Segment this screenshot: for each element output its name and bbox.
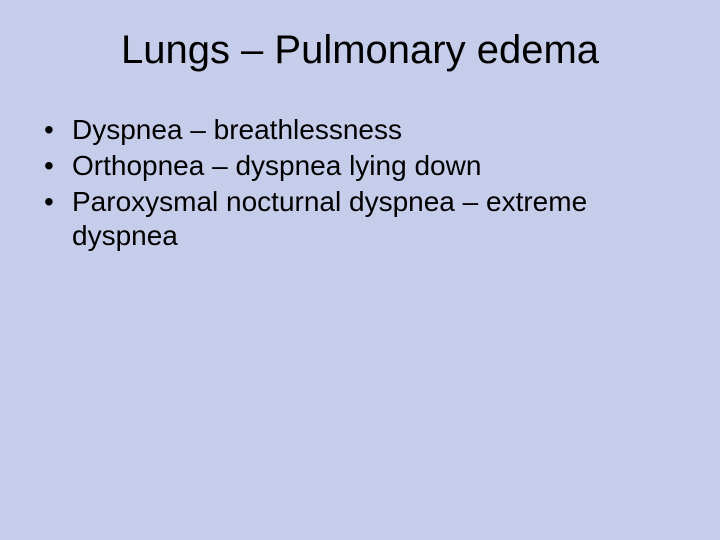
slide: Lungs – Pulmonary edema Dyspnea – breath…: [0, 0, 720, 540]
list-item: Orthopnea – dyspnea lying down: [44, 149, 680, 183]
slide-title: Lungs – Pulmonary edema: [40, 28, 680, 73]
bullet-list: Dyspnea – breathlessness Orthopnea – dys…: [40, 113, 680, 254]
list-item: Dyspnea – breathlessness: [44, 113, 680, 147]
list-item: Paroxysmal nocturnal dyspnea – extreme d…: [44, 185, 680, 253]
